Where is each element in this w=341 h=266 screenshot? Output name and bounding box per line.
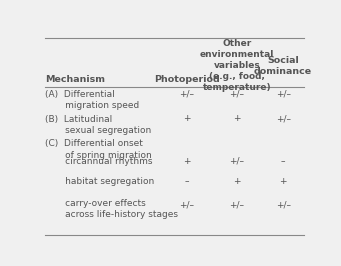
Text: +: +: [233, 114, 241, 123]
Text: –: –: [184, 177, 189, 186]
Text: +: +: [233, 177, 241, 186]
Text: Photoperiod: Photoperiod: [154, 75, 220, 84]
Text: habitat segregation: habitat segregation: [45, 177, 154, 186]
Text: +/–: +/–: [179, 90, 194, 99]
Text: Social
dominance: Social dominance: [254, 56, 312, 76]
Text: –: –: [281, 157, 285, 166]
Text: +/–: +/–: [276, 90, 291, 99]
Text: +/–: +/–: [229, 90, 244, 99]
Text: carry-over effects
       across life-history stages: carry-over effects across life-history s…: [45, 199, 178, 219]
Text: +: +: [279, 177, 287, 186]
Text: +/–: +/–: [229, 157, 244, 166]
Text: +/–: +/–: [229, 201, 244, 210]
Text: (B)  Latitudinal
       sexual segregation: (B) Latitudinal sexual segregation: [45, 115, 151, 135]
Text: +: +: [183, 114, 190, 123]
Text: +/–: +/–: [179, 201, 194, 210]
Text: Other
environmental
variables
(e.g., food,
temperature): Other environmental variables (e.g., foo…: [200, 39, 274, 93]
Text: circannual rhythms: circannual rhythms: [45, 157, 153, 166]
Text: +: +: [183, 157, 190, 166]
Text: Mechanism: Mechanism: [45, 75, 105, 84]
Text: (C)  Differential onset
       of spring migration: (C) Differential onset of spring migrati…: [45, 139, 152, 160]
Text: +/–: +/–: [276, 201, 291, 210]
Text: (A)  Differential
       migration speed: (A) Differential migration speed: [45, 90, 139, 110]
Text: +/–: +/–: [276, 114, 291, 123]
